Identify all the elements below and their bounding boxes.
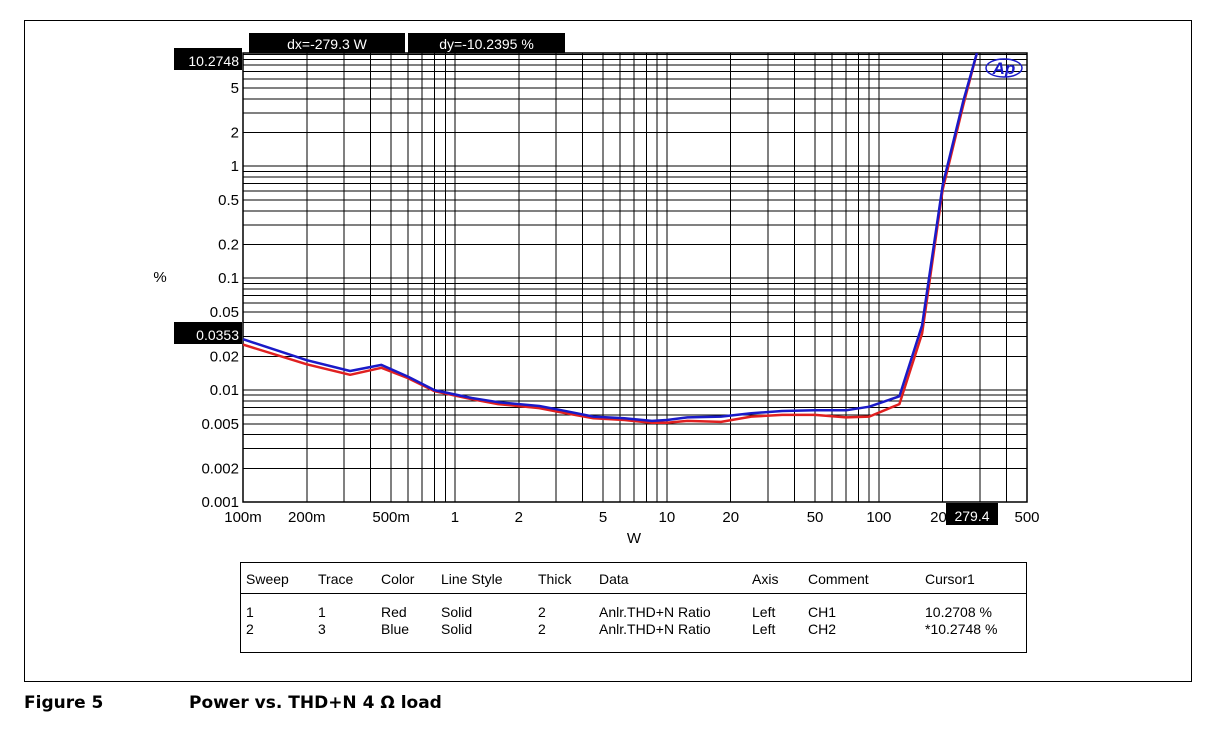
x-tick-label: 100 (866, 509, 891, 526)
legend-cell-sweep: 2 (246, 621, 254, 637)
legend-header-sweep: Sweep (246, 571, 289, 587)
plot-area (243, 53, 1027, 502)
x-tick-label: 20 (722, 509, 739, 526)
legend-table: Sweep Trace Color Line Style Thick Data … (240, 562, 1027, 653)
legend-cell-trace: 1 (318, 604, 326, 620)
x-tick-label: 10 (659, 509, 676, 526)
series-group (243, 53, 979, 425)
y-tick-label: 0.1 (218, 270, 239, 287)
legend-cell-linestyle: Solid (441, 604, 473, 620)
plot-border (242, 52, 1028, 503)
legend-header-thick: Thick (538, 571, 572, 587)
legend-header-linestyle: Line Style (441, 571, 503, 587)
legend-cell-thick: 2 (538, 604, 546, 620)
figure-frame (24, 20, 1192, 682)
series-line (243, 53, 979, 423)
ap-logo: Ap (985, 58, 1023, 78)
legend-cell-cursor1: *10.2748 % (925, 621, 998, 637)
x-tick-label: 500m (372, 509, 410, 526)
y-tick-label: 0.001 (201, 494, 239, 511)
cursor-dx-readout-box (249, 33, 405, 53)
legend-row: 2 3 Blue Solid 2 Anlr.THD+N Ratio Left C… (241, 620, 1026, 638)
cursor-dx-readout: dx=-279.3 W (287, 36, 368, 52)
legend-header-trace: Trace (318, 571, 354, 587)
ap-logo-text: Ap (992, 59, 1016, 78)
legend-cell-thick: 2 (538, 621, 546, 637)
x-axis-label: W (627, 530, 642, 547)
legend-header-comment: Comment (808, 571, 869, 587)
legend-header-row: Sweep Trace Color Line Style Thick Data … (241, 570, 1026, 588)
cursor-dy-readout-box (408, 33, 565, 53)
ap-logo-ring (985, 58, 1023, 78)
legend-cell-trace: 3 (318, 621, 326, 637)
y-tick-label: 0.01 (210, 382, 239, 399)
legend-cell-axis: Left (752, 621, 776, 637)
legend-cell-color: Blue (381, 621, 410, 637)
x-tick-label: 50 (807, 509, 824, 526)
y-tick-label: 0.02 (210, 348, 239, 365)
x-tick-label: 500 (1014, 509, 1039, 526)
y-tick-label: 0.005 (201, 416, 239, 433)
y-tick-label: 0.002 (201, 460, 239, 477)
legend-cell-axis: Left (752, 604, 776, 620)
cursor-dy-readout: dy=-10.2395 % (439, 36, 534, 52)
figure-number: Figure 5 (24, 693, 104, 713)
legend-cell-color: Red (381, 604, 407, 620)
cursor-x-readout-box (946, 503, 998, 525)
x-tick-label: 100m (224, 509, 262, 526)
x-tick-label: 200m (288, 509, 326, 526)
cursor-y-top-readout-box (174, 48, 242, 70)
legend-cell-cursor1: 10.2708 % (925, 604, 992, 620)
y-tick-label: 0.5 (218, 192, 239, 209)
legend-cell-linestyle: Solid (441, 621, 473, 637)
x-tick-label: 2 (515, 509, 523, 526)
legend-cell-data: Anlr.THD+N Ratio (599, 604, 711, 620)
y-tick-label: 0.05 (210, 304, 239, 321)
figure-caption: Figure 5 Power vs. THD+N 4 Ω load (24, 693, 1024, 717)
legend-header-color: Color (381, 571, 415, 587)
cursor-x-readout: 279.4 (954, 508, 989, 524)
cursor-y-left-readout: 0.0353 (196, 327, 239, 343)
legend-row: 1 1 Red Solid 2 Anlr.THD+N Ratio Left CH… (241, 603, 1026, 621)
x-tick-label: 1 (451, 509, 459, 526)
legend-cell-sweep: 1 (246, 604, 254, 620)
legend-cell-comment: CH2 (808, 621, 837, 637)
cursor-y-left-readout-box (174, 322, 242, 344)
legend-header-divider (241, 593, 1026, 594)
legend-cell-comment: CH1 (808, 604, 837, 620)
figure-title: Power vs. THD+N 4 Ω load (189, 693, 442, 713)
legend-header-data: Data (599, 571, 629, 587)
legend-header-axis: Axis (752, 571, 779, 587)
cursor-y-top-readout: 10.2748 (188, 53, 239, 69)
y-tick-label: 2 (231, 125, 239, 142)
x-tick-label: 5 (599, 509, 607, 526)
series-line (243, 53, 979, 425)
y-tick-label: 5 (231, 80, 239, 97)
legend-cell-data: Anlr.THD+N Ratio (599, 621, 711, 637)
y-tick-label: 1 (231, 158, 239, 175)
y-axis-label: % (153, 269, 166, 286)
y-tick-label: 0.2 (218, 236, 239, 253)
legend-header-cursor1: Cursor1 (925, 571, 975, 587)
